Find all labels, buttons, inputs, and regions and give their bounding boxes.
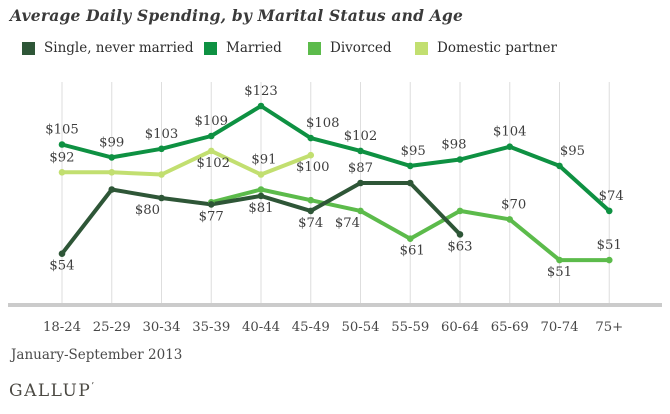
data-label: $102 xyxy=(344,129,378,144)
legend-swatch-icon xyxy=(308,41,321,55)
data-point xyxy=(307,134,315,142)
data-point xyxy=(207,201,215,208)
data-point xyxy=(108,169,116,176)
legend-item-divorced: Divorced xyxy=(308,40,392,56)
x-axis-label: 55-59 xyxy=(391,320,429,335)
x-axis-label: 35-39 xyxy=(192,320,230,335)
data-point xyxy=(158,194,165,202)
data-label: $74 xyxy=(335,216,360,231)
data-label: $74 xyxy=(298,216,323,231)
data-point xyxy=(506,216,514,223)
data-label: $102 xyxy=(196,156,230,171)
data-point xyxy=(556,256,563,264)
plot-area: $92 $102 $91 $100 $74 $61 $70 $51 $51 $54 $80 $77 $8… xyxy=(8,82,662,335)
data-label: $103 xyxy=(145,127,179,142)
data-label: $91 xyxy=(251,153,276,168)
data-point xyxy=(605,256,613,264)
legend-item-married: Married xyxy=(204,40,282,56)
data-point xyxy=(207,147,215,155)
data-label: $74 xyxy=(599,189,624,204)
data-label: $54 xyxy=(49,259,74,274)
data-point xyxy=(108,186,116,193)
legend-swatch-icon xyxy=(22,41,35,55)
data-label: $81 xyxy=(248,201,273,216)
data-label: $98 xyxy=(441,138,466,153)
chart-legend: Single, never married Married Divorced Dome… xyxy=(0,40,670,58)
x-axis-label: 25-29 xyxy=(93,320,131,335)
data-point xyxy=(207,132,215,140)
period-label: January-September 2013 xyxy=(11,347,183,363)
x-axis-label: 40-44 xyxy=(242,320,280,335)
data-point xyxy=(456,231,464,238)
x-axis-label: 50-54 xyxy=(341,320,379,335)
data-point xyxy=(406,162,414,170)
data-label: $99 xyxy=(99,135,124,150)
legend-label: Domestic partner xyxy=(437,40,557,56)
data-label: $104 xyxy=(493,125,527,140)
data-point xyxy=(556,162,563,170)
data-label: $87 xyxy=(348,161,373,176)
data-point xyxy=(257,186,265,193)
data-point xyxy=(58,141,66,148)
x-axis-label: 30-34 xyxy=(142,320,180,335)
data-point xyxy=(456,207,464,215)
data-point xyxy=(506,143,514,150)
legend-swatch-icon xyxy=(204,41,217,55)
series-line xyxy=(60,104,612,213)
x-axis-label: 60-64 xyxy=(441,320,479,335)
legend-label: Divorced xyxy=(330,40,392,56)
data-point xyxy=(406,179,414,187)
gallup-trademark-mark: ’ xyxy=(91,382,95,392)
data-label: $92 xyxy=(49,150,74,165)
x-axis-label: 18-24 xyxy=(43,320,81,335)
data-label: $109 xyxy=(194,114,228,129)
legend-item-domestic-partner: Domestic partner xyxy=(415,40,557,56)
data-point xyxy=(158,171,165,178)
data-label: $51 xyxy=(597,238,622,253)
data-point xyxy=(456,156,464,163)
data-label: $95 xyxy=(560,144,585,159)
data-point xyxy=(58,250,66,257)
x-axis-label: 45-49 xyxy=(292,320,330,335)
data-label: $108 xyxy=(306,116,340,131)
data-point xyxy=(158,145,165,153)
legend-swatch-icon xyxy=(415,41,428,55)
data-point xyxy=(357,179,364,187)
data-label: $77 xyxy=(199,209,224,224)
data-point xyxy=(257,102,265,110)
data-point xyxy=(257,171,265,178)
x-axis-label: 65-69 xyxy=(491,320,529,335)
data-label: $100 xyxy=(296,160,330,175)
legend-item-single-never-married: Single, never married xyxy=(22,40,194,56)
data-label: $105 xyxy=(45,123,79,138)
data-point xyxy=(357,147,364,155)
data-label: $70 xyxy=(501,197,526,212)
x-axis-label: 70-74 xyxy=(540,320,578,335)
data-point xyxy=(307,151,315,159)
data-label: $80 xyxy=(135,203,160,218)
data-point xyxy=(108,154,116,161)
data-label: $63 xyxy=(447,239,472,254)
data-point xyxy=(307,196,315,204)
chart-title: Average Daily Spending, by Marital Statu… xyxy=(10,6,464,25)
data-label: $61 xyxy=(400,244,425,259)
x-axis-label: 75+ xyxy=(595,320,623,335)
data-point xyxy=(257,192,265,200)
data-point xyxy=(307,207,315,215)
gallup-logo: GALLUP’ xyxy=(9,381,94,401)
x-axis-baseline xyxy=(8,303,662,307)
series-line xyxy=(60,148,313,177)
data-point xyxy=(357,207,364,215)
data-point xyxy=(605,207,613,215)
data-point xyxy=(58,169,66,176)
data-label: $95 xyxy=(401,144,426,159)
data-point xyxy=(406,235,414,242)
legend-label: Married xyxy=(226,40,282,56)
gallup-logo-text: GALLUP xyxy=(9,381,92,401)
data-label: $51 xyxy=(547,265,572,280)
legend-label: Single, never married xyxy=(44,40,194,56)
data-label: $123 xyxy=(244,84,278,99)
